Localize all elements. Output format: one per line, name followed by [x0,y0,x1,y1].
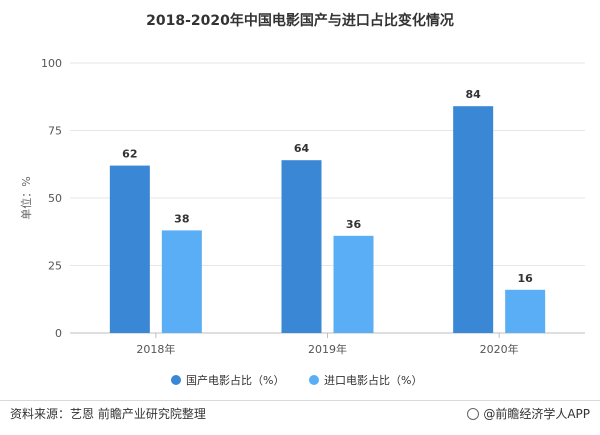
y-tick-label: 50 [48,192,62,205]
brand-credit: @前瞻经济学人APP [467,405,590,422]
x-tick-label: 2019年 [308,342,347,356]
x-axis-ticks: 2018年 2019年 2020年 [136,333,519,356]
data-label: 64 [294,142,310,155]
bar-imported [161,230,202,333]
brand-text: @前瞻经济学人APP [483,407,590,421]
data-label: 84 [466,88,482,101]
data-label: 38 [174,212,189,225]
bars [109,106,546,333]
x-tick-label: 2020年 [480,342,519,356]
bar-imported [333,235,374,333]
footer-divider [0,400,600,401]
bar-domestic [281,160,322,333]
data-label: 62 [122,148,137,161]
data-label: 36 [346,218,362,231]
source-note: 资料来源：艺恩 前瞻产业研究院整理 [10,407,206,421]
brand-icon [467,407,480,420]
legend-label: 进口电影占比（%） [324,373,422,387]
bar-imported [505,289,546,333]
x-tick-label: 2018年 [136,342,175,356]
data-labels: 62 38 64 36 84 16 [122,88,533,285]
y-tick-label: 0 [55,327,62,340]
y-tick-label: 100 [41,57,62,70]
legend-marker [171,375,181,385]
bar-domestic [453,106,494,333]
y-tick-label: 25 [48,260,62,273]
legend-label: 国产电影占比（%） [186,373,284,387]
y-axis-label: 单位：% [19,176,33,219]
y-tick-label: 75 [48,125,62,138]
bar-domestic [109,165,150,333]
y-axis-ticks: 0 25 50 75 100 [41,57,62,340]
legend: 国产电影占比（%） 进口电影占比（%） [171,373,422,387]
legend-marker [309,375,319,385]
data-label: 16 [518,272,534,285]
chart-title: 2018-2020年中国电影国产与进口占比变化情况 [146,12,454,29]
